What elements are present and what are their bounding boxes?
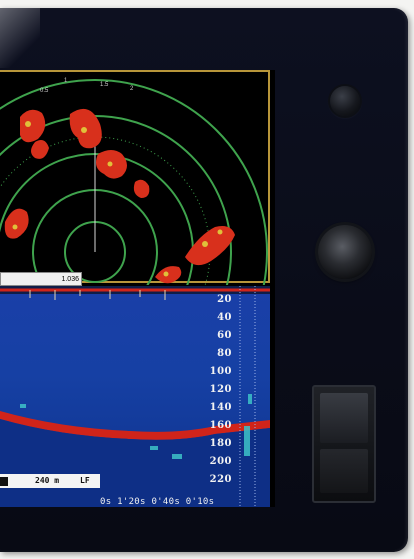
depth-label: 60 bbox=[217, 330, 232, 341]
power-button-icon[interactable] bbox=[330, 86, 360, 116]
echo-blob bbox=[4, 208, 29, 239]
depth-label: 220 bbox=[209, 474, 232, 485]
range-icon bbox=[0, 477, 8, 486]
range-readout: 240 m bbox=[35, 476, 60, 485]
radar-info-box: 1.036 bbox=[0, 272, 82, 286]
frequency-mode[interactable]: LF bbox=[80, 476, 90, 485]
glass-reflection bbox=[0, 8, 40, 68]
depth-label: 200 bbox=[209, 456, 232, 467]
card-slot-lower bbox=[320, 449, 368, 493]
depth-label: 140 bbox=[209, 402, 232, 413]
depth-label: 100 bbox=[209, 366, 232, 377]
depth-label: 120 bbox=[209, 384, 232, 395]
depth-label: 80 bbox=[217, 348, 232, 359]
echo-blob bbox=[185, 226, 235, 266]
display-screen: 0.5 1 1.5 2 1.036 bbox=[0, 70, 275, 507]
card-slot-icon[interactable] bbox=[312, 385, 376, 503]
time-scale: 0s 1'20s 0'40s 0'10s bbox=[100, 497, 215, 507]
svg-text:0.5: 0.5 bbox=[40, 88, 49, 94]
range-ring-3 bbox=[0, 153, 194, 285]
card-slot-lid bbox=[320, 393, 368, 443]
echo-blob bbox=[31, 140, 49, 159]
rotary-knob-icon[interactable] bbox=[318, 225, 372, 279]
radar-panel[interactable]: 0.5 1 1.5 2 1.036 bbox=[0, 70, 270, 286]
depth-label: 20 bbox=[217, 294, 232, 305]
radar-plot: 0.5 1 1.5 2 bbox=[0, 78, 268, 285]
depth-label: 40 bbox=[217, 312, 232, 323]
svg-text:2: 2 bbox=[130, 86, 134, 92]
range-ring-5 bbox=[0, 79, 268, 285]
svg-text:1: 1 bbox=[64, 78, 68, 84]
depth-scale: 20 40 60 80 100 120 140 160 180 200 220 bbox=[204, 286, 234, 507]
sonar-panel[interactable]: 20 40 60 80 100 120 140 160 180 200 220 bbox=[0, 286, 270, 507]
seabed-line bbox=[0, 411, 270, 440]
echo-blob bbox=[133, 179, 150, 198]
depth-label: 180 bbox=[209, 438, 232, 449]
depth-label: 160 bbox=[209, 420, 232, 431]
svg-text:1.5: 1.5 bbox=[100, 82, 109, 88]
echo-blob bbox=[20, 109, 46, 143]
sonar-status-bar: 240 m LF bbox=[0, 474, 100, 488]
